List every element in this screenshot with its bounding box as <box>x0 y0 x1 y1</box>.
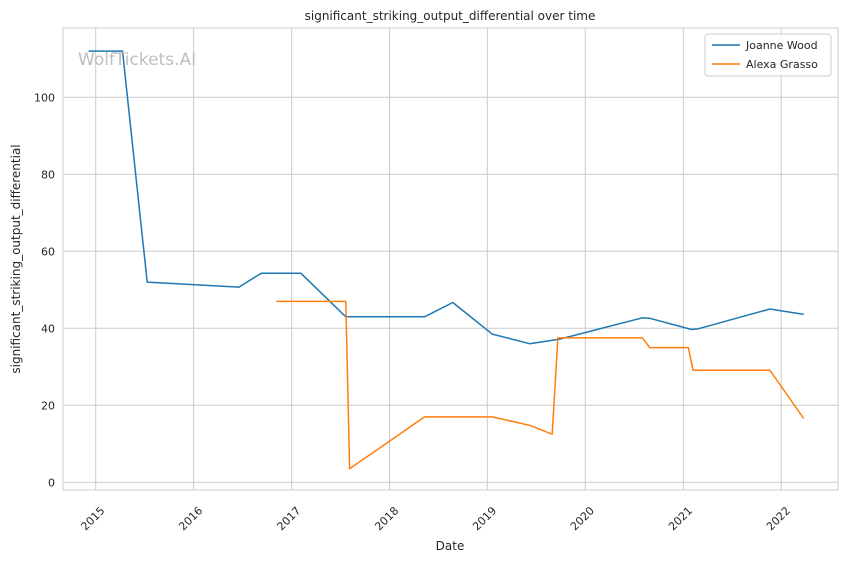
data-point-alexa-grasso <box>556 336 559 339</box>
y-tick-label: 20 <box>41 399 55 412</box>
series-line-joanne-wood <box>88 50 804 345</box>
grid-lines <box>63 28 838 490</box>
series-line-alexa-grasso <box>276 300 805 470</box>
plot-area <box>62 27 839 491</box>
data-point-alexa-grasso <box>491 415 494 418</box>
data-point-alexa-grasso <box>641 336 644 339</box>
data-point-joanne-wood <box>648 317 651 320</box>
data-point-alexa-grasso <box>551 433 554 436</box>
y-axis-label: significant_striking_output_differential <box>9 144 23 373</box>
data-point-alexa-grasso <box>348 467 351 470</box>
data-point-joanne-wood <box>451 301 454 304</box>
y-tick-label: 100 <box>34 91 55 104</box>
y-tick-label: 0 <box>48 476 55 489</box>
y-tick-label: 40 <box>41 322 55 335</box>
data-point-alexa-grasso <box>528 424 531 427</box>
legend-label-joanne-wood: Joanne Wood <box>745 39 818 52</box>
data-point-joanne-wood <box>146 281 149 284</box>
data-point-joanne-wood <box>528 342 531 345</box>
legend-label-alexa-grasso: Alexa Grasso <box>746 58 818 71</box>
data-point-alexa-grasso <box>423 415 426 418</box>
data-point-joanne-wood <box>260 272 263 275</box>
x-axis-label: Date <box>436 539 465 553</box>
data-point-alexa-grasso <box>648 346 651 349</box>
y-tick-label: 60 <box>41 245 55 258</box>
data-point-joanne-wood <box>697 327 700 330</box>
plot-frame <box>62 27 839 491</box>
data-point-alexa-grasso <box>687 346 690 349</box>
chart-title: significant_striking_output_differential… <box>305 9 596 23</box>
watermark: WolfTickets.AI <box>78 50 196 70</box>
data-point-joanne-wood <box>802 313 805 316</box>
data-point-alexa-grasso <box>802 417 805 420</box>
data-point-joanne-wood <box>491 333 494 336</box>
data-point-alexa-grasso <box>691 369 694 372</box>
data-point-joanne-wood <box>641 316 644 319</box>
y-axis-ticks: 0 20 40 60 80 100 <box>34 91 55 489</box>
data-point-joanne-wood <box>423 315 426 318</box>
data-point-alexa-grasso <box>344 300 347 303</box>
y-tick-label: 80 <box>41 168 55 181</box>
data-point-alexa-grasso <box>768 369 771 372</box>
legend: Joanne Wood Alexa Grasso <box>704 33 832 77</box>
data-point-joanne-wood <box>299 272 302 275</box>
data-point-joanne-wood <box>237 286 240 289</box>
series-layer <box>88 50 805 470</box>
data-point-joanne-wood <box>768 308 771 311</box>
data-point-joanne-wood <box>690 328 693 331</box>
data-point-alexa-grasso <box>275 300 278 303</box>
